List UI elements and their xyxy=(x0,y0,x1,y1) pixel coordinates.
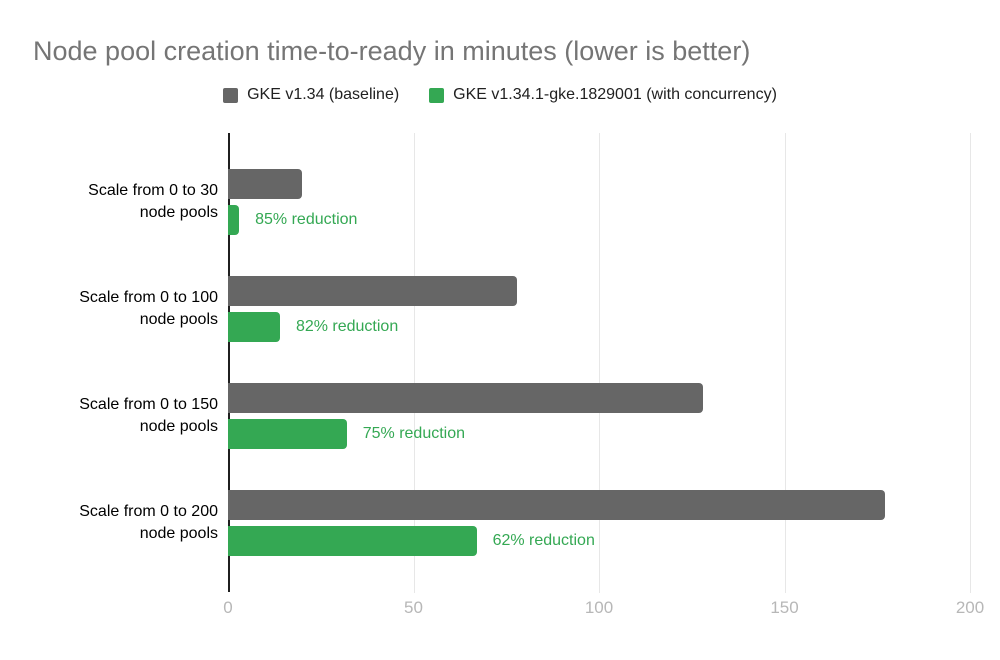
category-label-line: node pools xyxy=(139,525,218,542)
baseline-bar xyxy=(228,276,518,306)
category-label: Scale from 0 to 150 node pools xyxy=(79,394,218,438)
gridline-50 xyxy=(413,133,415,593)
category-label-line: node pools xyxy=(139,204,218,221)
category-label-line: node pools xyxy=(139,311,218,328)
reduction-annotation: 62% reduction xyxy=(492,532,595,549)
chart-legend: GKE v1.34 (baseline) GKE v1.34.1-gke.182… xyxy=(0,86,1000,104)
gridline-150 xyxy=(784,133,786,593)
reduction-annotation: 82% reduction xyxy=(295,318,399,335)
legend-label-baseline: GKE v1.34 (baseline) xyxy=(247,86,400,103)
category-label-line: Scale from 0 to 150 xyxy=(79,396,218,413)
gridline-100 xyxy=(599,133,600,593)
chart-title: Node pool creation time-to-ready in minu… xyxy=(33,36,751,66)
category-label-line: node pools xyxy=(139,418,218,435)
baseline-bar xyxy=(228,490,885,520)
reduction-annotation: 75% reduction xyxy=(362,425,466,442)
category-label-line: Scale from 0 to 30 xyxy=(88,182,218,199)
category-label-line: Scale from 0 to 200 xyxy=(79,503,218,520)
y-axis-line xyxy=(228,133,230,592)
reduction-annotation: 85% reduction xyxy=(255,211,358,228)
baseline-bar xyxy=(228,383,703,413)
concurrency-bar xyxy=(228,526,477,556)
x-tick-label-100: 100 xyxy=(584,598,614,617)
baseline-bar xyxy=(228,169,303,199)
concurrency-bar xyxy=(228,312,280,342)
x-tick-label-0: 0 xyxy=(223,598,233,617)
category-label: Scale from 0 to 100 node pools xyxy=(79,287,218,331)
concurrency-bar xyxy=(228,419,347,449)
legend-label-concurrency: GKE v1.34.1-gke.1829001 (with concurrenc… xyxy=(453,86,777,103)
gridline-200 xyxy=(970,133,971,593)
x-tick-label-200: 200 xyxy=(955,598,985,617)
category-label: Scale from 0 to 30 node pools xyxy=(88,180,218,224)
baseline-swatch-icon xyxy=(223,87,239,103)
legend-item-concurrency: GKE v1.34.1-gke.1829001 (with concurrenc… xyxy=(429,86,777,104)
legend-item-baseline: GKE v1.34 (baseline) xyxy=(223,86,399,104)
x-tick-label-150: 150 xyxy=(770,598,799,617)
concurrency-bar xyxy=(228,205,240,235)
category-label: Scale from 0 to 200 node pools xyxy=(79,501,218,545)
concurrency-swatch-icon xyxy=(429,87,445,103)
category-label-line: Scale from 0 to 100 xyxy=(79,289,218,306)
x-tick-label-50: 50 xyxy=(404,598,423,617)
